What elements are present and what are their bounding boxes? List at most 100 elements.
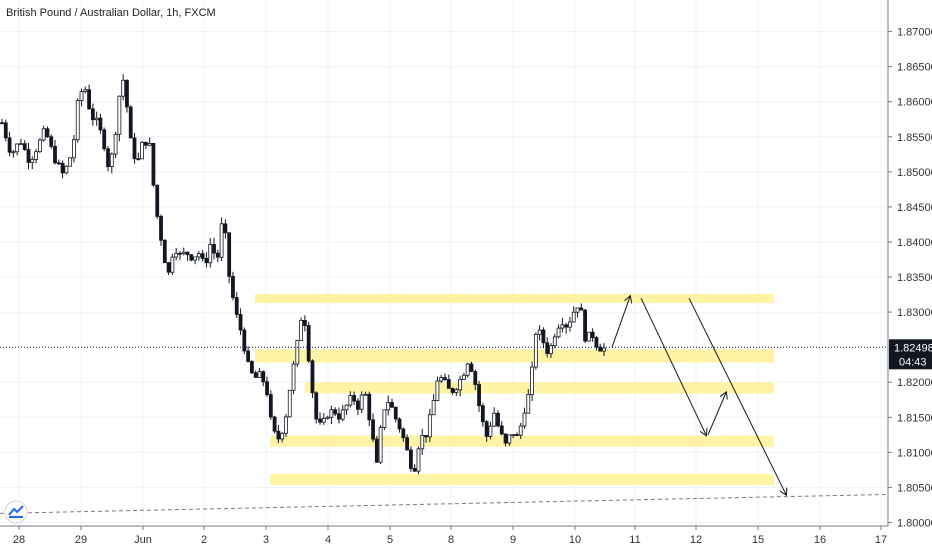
candle-body: [261, 371, 266, 383]
candle-body: [568, 321, 572, 328]
candle-body: [602, 347, 606, 352]
candle-body: [276, 430, 281, 440]
zone-2[interactable]: [305, 382, 774, 394]
candle-body: [143, 141, 148, 146]
candle-body: [484, 421, 489, 437]
zone-4[interactable]: [270, 474, 774, 486]
candle-body: [79, 91, 84, 101]
zone-1[interactable]: [255, 349, 774, 363]
candle-body: [147, 142, 152, 146]
candle-body: [253, 372, 258, 378]
candle-body: [238, 314, 243, 331]
time-tick-label: 3: [263, 534, 269, 546]
candle-body: [193, 256, 197, 261]
zone-3[interactable]: [270, 435, 774, 447]
candle-body: [526, 394, 531, 414]
candle-body: [94, 117, 99, 121]
candle-body: [590, 331, 595, 338]
candle-body: [102, 129, 107, 150]
countdown-label: 04:43: [899, 356, 927, 368]
candle-body: [268, 394, 273, 418]
candle-body: [299, 319, 304, 342]
candle-body: [344, 404, 349, 411]
candle-body: [257, 371, 262, 378]
candle-body: [109, 153, 114, 167]
candle-body: [397, 418, 402, 430]
candle-body: [64, 165, 69, 174]
candle-body: [533, 333, 538, 368]
candle-body: [477, 384, 481, 407]
candle-body: [556, 327, 561, 338]
candle-body: [30, 159, 35, 163]
price-tick-label: 1.85500: [897, 132, 932, 144]
candle-body: [246, 350, 251, 362]
candle-body: [178, 252, 182, 255]
candle-body: [405, 437, 410, 451]
candle-body: [431, 400, 436, 416]
time-tick-label: 16: [814, 534, 826, 546]
candle-body: [170, 256, 175, 273]
candle-body: [549, 345, 553, 354]
price-tick-label: 1.83000: [897, 307, 932, 319]
price-tick-label: 1.86500: [897, 62, 932, 74]
candle-body: [367, 393, 372, 421]
candle-body: [284, 416, 288, 434]
candle-body: [465, 363, 470, 376]
projection-arrow-1[interactable]: [640, 297, 706, 435]
price-tick-label: 1.81500: [897, 412, 932, 424]
candle-body: [552, 336, 557, 347]
candle-body: [355, 400, 360, 410]
candle-body: [291, 363, 296, 391]
candle-body: [265, 381, 269, 395]
price-tick-label: 1.87000: [897, 27, 932, 39]
candle-body: [321, 418, 326, 423]
grid: [0, 0, 888, 526]
candle-body: [83, 89, 88, 93]
candle-body: [386, 402, 391, 411]
projection-arrow-0[interactable]: [611, 297, 630, 348]
candle-body: [325, 416, 330, 419]
support-resistance-zones: [255, 293, 774, 486]
candle-body: [219, 223, 224, 258]
candle-body: [499, 425, 504, 435]
candle-body: [19, 143, 23, 146]
candle-body: [492, 412, 497, 427]
candle-body: [162, 239, 167, 264]
candle-body: [571, 311, 576, 323]
price-tick-label: 1.80000: [897, 517, 932, 529]
tradingview-logo-icon[interactable]: [4, 500, 28, 524]
candle-body: [272, 416, 277, 432]
candle-body: [522, 412, 527, 427]
projection-arrows: [611, 297, 786, 495]
candle-body: [185, 251, 190, 256]
zone-0[interactable]: [255, 293, 774, 303]
candle-body: [174, 252, 179, 258]
time-tick-label: 29: [75, 534, 87, 546]
candle-body: [443, 377, 447, 381]
candlesticks: [0, 74, 606, 475]
time-tick-label: 12: [690, 534, 702, 546]
candle-body: [72, 139, 76, 159]
price-tick-label: 1.81000: [897, 447, 932, 459]
candle-body: [503, 433, 508, 444]
candle-body: [446, 379, 451, 389]
chart-title: British Pound / Australian Dollar, 1h, F…: [6, 7, 216, 19]
candle-body: [310, 360, 315, 394]
price-axis[interactable]: 1.87000 1.86500 1.86000 1.85500 1.85000 1.845…: [887, 0, 932, 529]
time-axis[interactable]: 28 29 Jun 2 3 4 5 8 9 10 11 12 15 16 17: [0, 525, 888, 546]
projection-arrow-2[interactable]: [707, 393, 726, 436]
candle-body: [234, 297, 239, 315]
candle-body: [306, 325, 311, 362]
candle-body: [374, 438, 379, 463]
projection-arrow-3[interactable]: [688, 297, 786, 494]
candle-body: [378, 427, 383, 463]
candle-body: [26, 149, 31, 163]
candle-body: [340, 409, 345, 420]
candle-body: [462, 374, 466, 380]
candle-body: [488, 425, 493, 437]
ascending-trendline[interactable]: [0, 493, 889, 514]
price-tick-label: 1.83500: [897, 272, 932, 284]
candle-body: [3, 122, 8, 139]
trendline: [0, 493, 889, 514]
